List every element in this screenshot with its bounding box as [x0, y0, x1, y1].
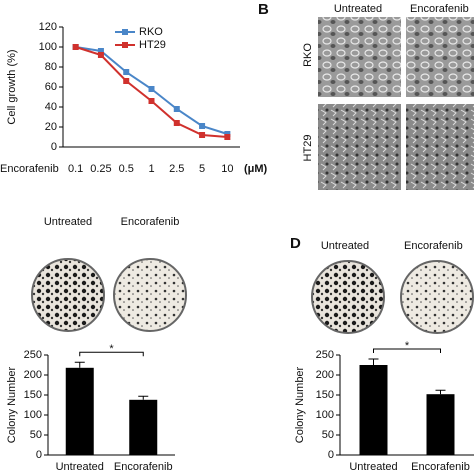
dish: [311, 260, 385, 334]
y-tick-label: 60: [45, 81, 57, 93]
bar: [129, 399, 158, 455]
y-tick-label: 150: [24, 389, 42, 401]
point: [97, 48, 104, 54]
micrograph: [406, 104, 474, 190]
point: [173, 120, 180, 126]
y-tick-label: 50: [30, 429, 42, 441]
y-tick-label: 0: [328, 449, 334, 461]
panel-letter: B: [258, 1, 269, 18]
column-label: Encorafenib: [410, 3, 469, 15]
micrograph: [318, 104, 401, 190]
point: [148, 98, 155, 104]
y-axis-label: Cell growth (%): [6, 49, 18, 124]
row-label: HT29: [302, 135, 314, 162]
y-tick-label: 150: [316, 389, 334, 401]
y-tick-label: 100: [316, 409, 334, 421]
point: [72, 44, 79, 50]
y-tick-label: 250: [24, 349, 42, 361]
x-tick-label: 10: [221, 163, 233, 175]
legend-label: HT29: [139, 39, 166, 51]
point: [97, 52, 104, 58]
point: [123, 69, 130, 75]
point: [123, 78, 130, 84]
x-tick-label: 0.5: [119, 163, 134, 175]
dish: [113, 258, 187, 332]
column-label: Untreated: [334, 3, 382, 15]
dish: [400, 260, 474, 334]
x-tick-label: 1: [148, 163, 154, 175]
x-tick-label: 0.1: [68, 163, 83, 175]
dish: [31, 258, 105, 332]
error-bar: [138, 395, 149, 400]
y-tick-label: 100: [24, 409, 42, 421]
error-bar: [435, 389, 446, 395]
x-tick-label: Untreated: [56, 461, 104, 473]
significance-bracket: [373, 348, 441, 353]
y-tick-label: 250: [316, 349, 334, 361]
point: [199, 132, 206, 138]
significance-bracket: [79, 351, 144, 357]
x-unit: (μM): [244, 163, 268, 175]
column-label: Untreated: [321, 240, 369, 252]
column-label: Untreated: [44, 216, 92, 228]
y-tick-label: 40: [45, 101, 57, 113]
column-label: Encorafenib: [121, 216, 180, 228]
x-tick-label: Encorafenib: [114, 461, 173, 473]
point: [224, 134, 231, 140]
legend-marker: [122, 42, 128, 48]
bar: [65, 367, 94, 455]
point: [199, 123, 206, 129]
legend-label: RKO: [139, 26, 163, 38]
column-label: Encorafenib: [404, 240, 463, 252]
x-tick-label: Untreated: [349, 461, 397, 473]
x-tick-label: Encorafenib: [411, 461, 470, 473]
point: [173, 106, 180, 112]
y-tick-label: 0: [51, 141, 57, 153]
y-tick-label: 20: [45, 121, 57, 133]
micrograph: [406, 17, 474, 97]
x-tick-label: 5: [199, 163, 205, 175]
x-tick-label: 2.5: [169, 163, 184, 175]
y-tick-label: 100: [39, 41, 57, 53]
legend-marker: [122, 29, 128, 35]
y-tick-label: 0: [36, 449, 42, 461]
y-tick-label: 200: [316, 369, 334, 381]
bar: [359, 365, 388, 455]
y-axis-label: Colony Number: [6, 366, 18, 443]
row-label: RKO: [302, 43, 314, 67]
error-bar: [74, 361, 85, 368]
error-bar: [368, 358, 379, 365]
y-tick-label: 200: [24, 369, 42, 381]
x-axis-label: Encorafenib: [0, 163, 59, 175]
micrograph: [318, 17, 401, 97]
x-tick-label: 0.25: [90, 163, 111, 175]
significance-label: *: [109, 343, 114, 355]
panel-letter: D: [290, 235, 301, 252]
y-tick-label: 50: [322, 429, 334, 441]
point: [148, 86, 155, 92]
y-axis-label: Colony Number: [294, 366, 306, 443]
significance-label: *: [405, 340, 410, 352]
y-tick-label: 80: [45, 61, 57, 73]
bar: [426, 394, 455, 455]
y-tick-label: 120: [39, 21, 57, 33]
